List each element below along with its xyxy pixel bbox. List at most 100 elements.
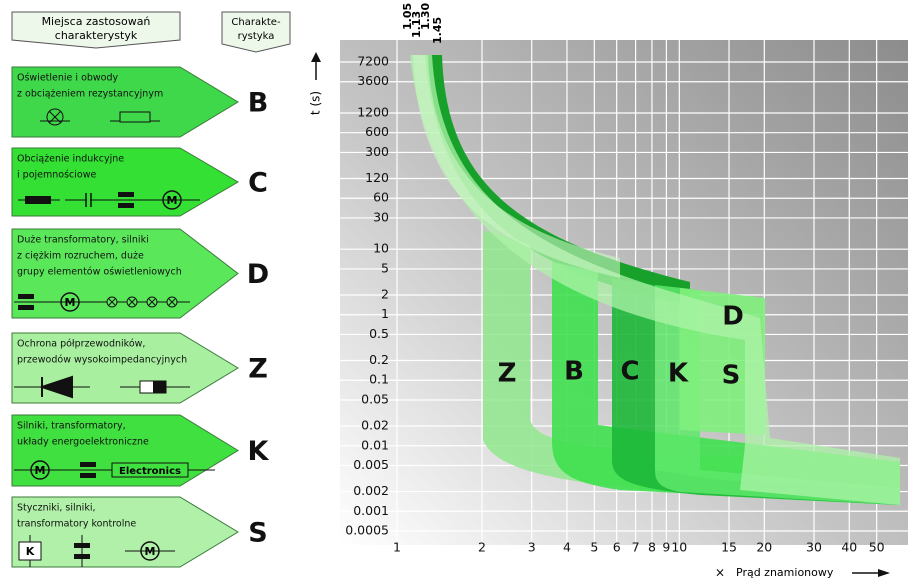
row-letter: B	[248, 88, 269, 119]
symbol-capacitor	[85, 193, 92, 207]
row-text: Silniki, transformatory,	[17, 421, 126, 432]
header-title: Miejsca zastosowań	[42, 15, 151, 28]
header-characteristic: Charakte-	[231, 17, 281, 28]
symbol-diode	[38, 375, 73, 399]
symbol-motor	[162, 190, 182, 210]
x-axis-label: Prąd znamionowy	[736, 566, 834, 579]
x-tick-label: 8	[648, 540, 656, 555]
symbol-transformer	[118, 203, 134, 208]
zone-label: Z	[498, 359, 517, 389]
header-title: charakterystyk	[55, 29, 138, 42]
row-text: i pojemnościowe	[17, 170, 96, 181]
y-tick-label: 600	[365, 124, 389, 139]
symbol-electronics	[111, 462, 189, 478]
x-tick-label: 6	[613, 540, 621, 555]
y-tick-label: 5	[381, 260, 389, 275]
curve-label: 1.05	[401, 3, 414, 30]
x-tick-label: 9	[662, 540, 670, 555]
row-text: Duże transformatory, silniki	[17, 235, 149, 246]
gap	[87, 197, 90, 203]
zone-label: C	[620, 357, 639, 387]
row-text: Obciążenie indukcyjne	[17, 154, 124, 165]
y-tick-label: 0.05	[361, 391, 389, 406]
symbol-lamp	[48, 110, 62, 124]
x-tick-label: 50	[869, 540, 885, 555]
row-letter: Z	[248, 354, 268, 385]
y-tick-label: 0.002	[353, 483, 389, 498]
symbol-transformer	[80, 473, 96, 478]
symbol-label: M	[35, 464, 46, 477]
x-tick-label: 30	[806, 540, 822, 555]
row-letter: C	[248, 168, 268, 199]
row-box	[11, 228, 239, 319]
symbol-label: M	[65, 296, 76, 309]
symbol-label: M	[145, 545, 156, 558]
row-text: transformatory kontrolne	[17, 519, 136, 530]
symbol-lamp	[148, 298, 156, 306]
y-tick-label: 0.2	[369, 352, 389, 367]
header-banner	[221, 11, 291, 53]
symbol-resistor	[119, 111, 151, 123]
symbol-transformer	[74, 543, 90, 548]
row-text: grupy elementów oświetleniowych	[17, 267, 182, 278]
symbol-transformer	[118, 192, 134, 197]
y-tick-label: 1	[381, 306, 389, 321]
symbol-lamp	[128, 298, 136, 306]
header-characteristic: rystyka	[238, 31, 275, 42]
zone-label: S	[722, 361, 741, 391]
y-tick-label: 30	[373, 209, 389, 224]
x-tick-label: 7	[632, 540, 640, 555]
band	[413, 55, 620, 278]
symbol-label: M	[167, 194, 178, 207]
symbol-lamp	[168, 298, 176, 306]
x-tick-label: 4	[563, 540, 571, 555]
row-text: Oświetlenie i obwody	[17, 73, 119, 84]
y-tick-label: 0.1	[369, 372, 389, 387]
symbol-lamp	[46, 108, 64, 126]
row-box	[11, 66, 239, 138]
y-axis-arrowhead	[311, 52, 321, 62]
y-axis-label: t (s)	[309, 91, 323, 115]
x-axis-arrowhead	[878, 569, 890, 577]
symbol-label: Electronics	[119, 466, 181, 477]
symbol-label: K	[26, 545, 35, 558]
row-text: Styczniki, silniki,	[17, 503, 95, 514]
y-tick-label: 3600	[357, 73, 389, 88]
x-tick-label: 10	[671, 540, 687, 555]
symbol-transformer	[18, 294, 34, 299]
x-tick-label: 2	[478, 540, 486, 555]
symbol-motor	[30, 460, 50, 480]
symbol-motor	[140, 541, 160, 561]
symbol-lamp	[108, 298, 116, 306]
y-tick-label: 60	[373, 190, 389, 205]
y-tick-label: 2	[381, 287, 389, 302]
symbol-transformer	[74, 554, 90, 559]
x-tick-label: 40	[841, 540, 857, 555]
x-tick-label: 15	[721, 540, 737, 555]
row-text: z obciążeniem rezystancyjnym	[17, 89, 163, 100]
symbol-fuse	[153, 381, 166, 393]
band	[410, 55, 900, 505]
x-tick-label: 20	[756, 540, 772, 555]
y-tick-label: 0.005	[353, 457, 389, 472]
x-tick-label: 5	[590, 540, 598, 555]
row-letter: D	[247, 259, 269, 290]
curve-label: 1.45	[431, 17, 444, 44]
header-banner	[11, 11, 181, 49]
symbol-coil	[25, 196, 51, 204]
x-tick-label: 3	[528, 540, 536, 555]
row-text: przewodów wysokoimpedancyjnych	[17, 355, 187, 366]
y-tick-label: 300	[365, 144, 389, 159]
y-tick-label: 1200	[357, 104, 389, 119]
curve-label: 1.13	[410, 11, 423, 38]
zone-label: D	[722, 302, 744, 332]
y-tick-label: 7200	[357, 54, 389, 69]
row-text: z ciężkim rozruchem, duże	[17, 251, 144, 262]
x-tick-label: 1	[393, 540, 401, 555]
curve-label: 1.30	[419, 3, 432, 30]
symbol-transformer	[18, 305, 34, 310]
symbol-transformer	[80, 462, 96, 467]
y-tick-label: 10	[373, 241, 389, 256]
y-tick-label: 120	[365, 170, 389, 185]
